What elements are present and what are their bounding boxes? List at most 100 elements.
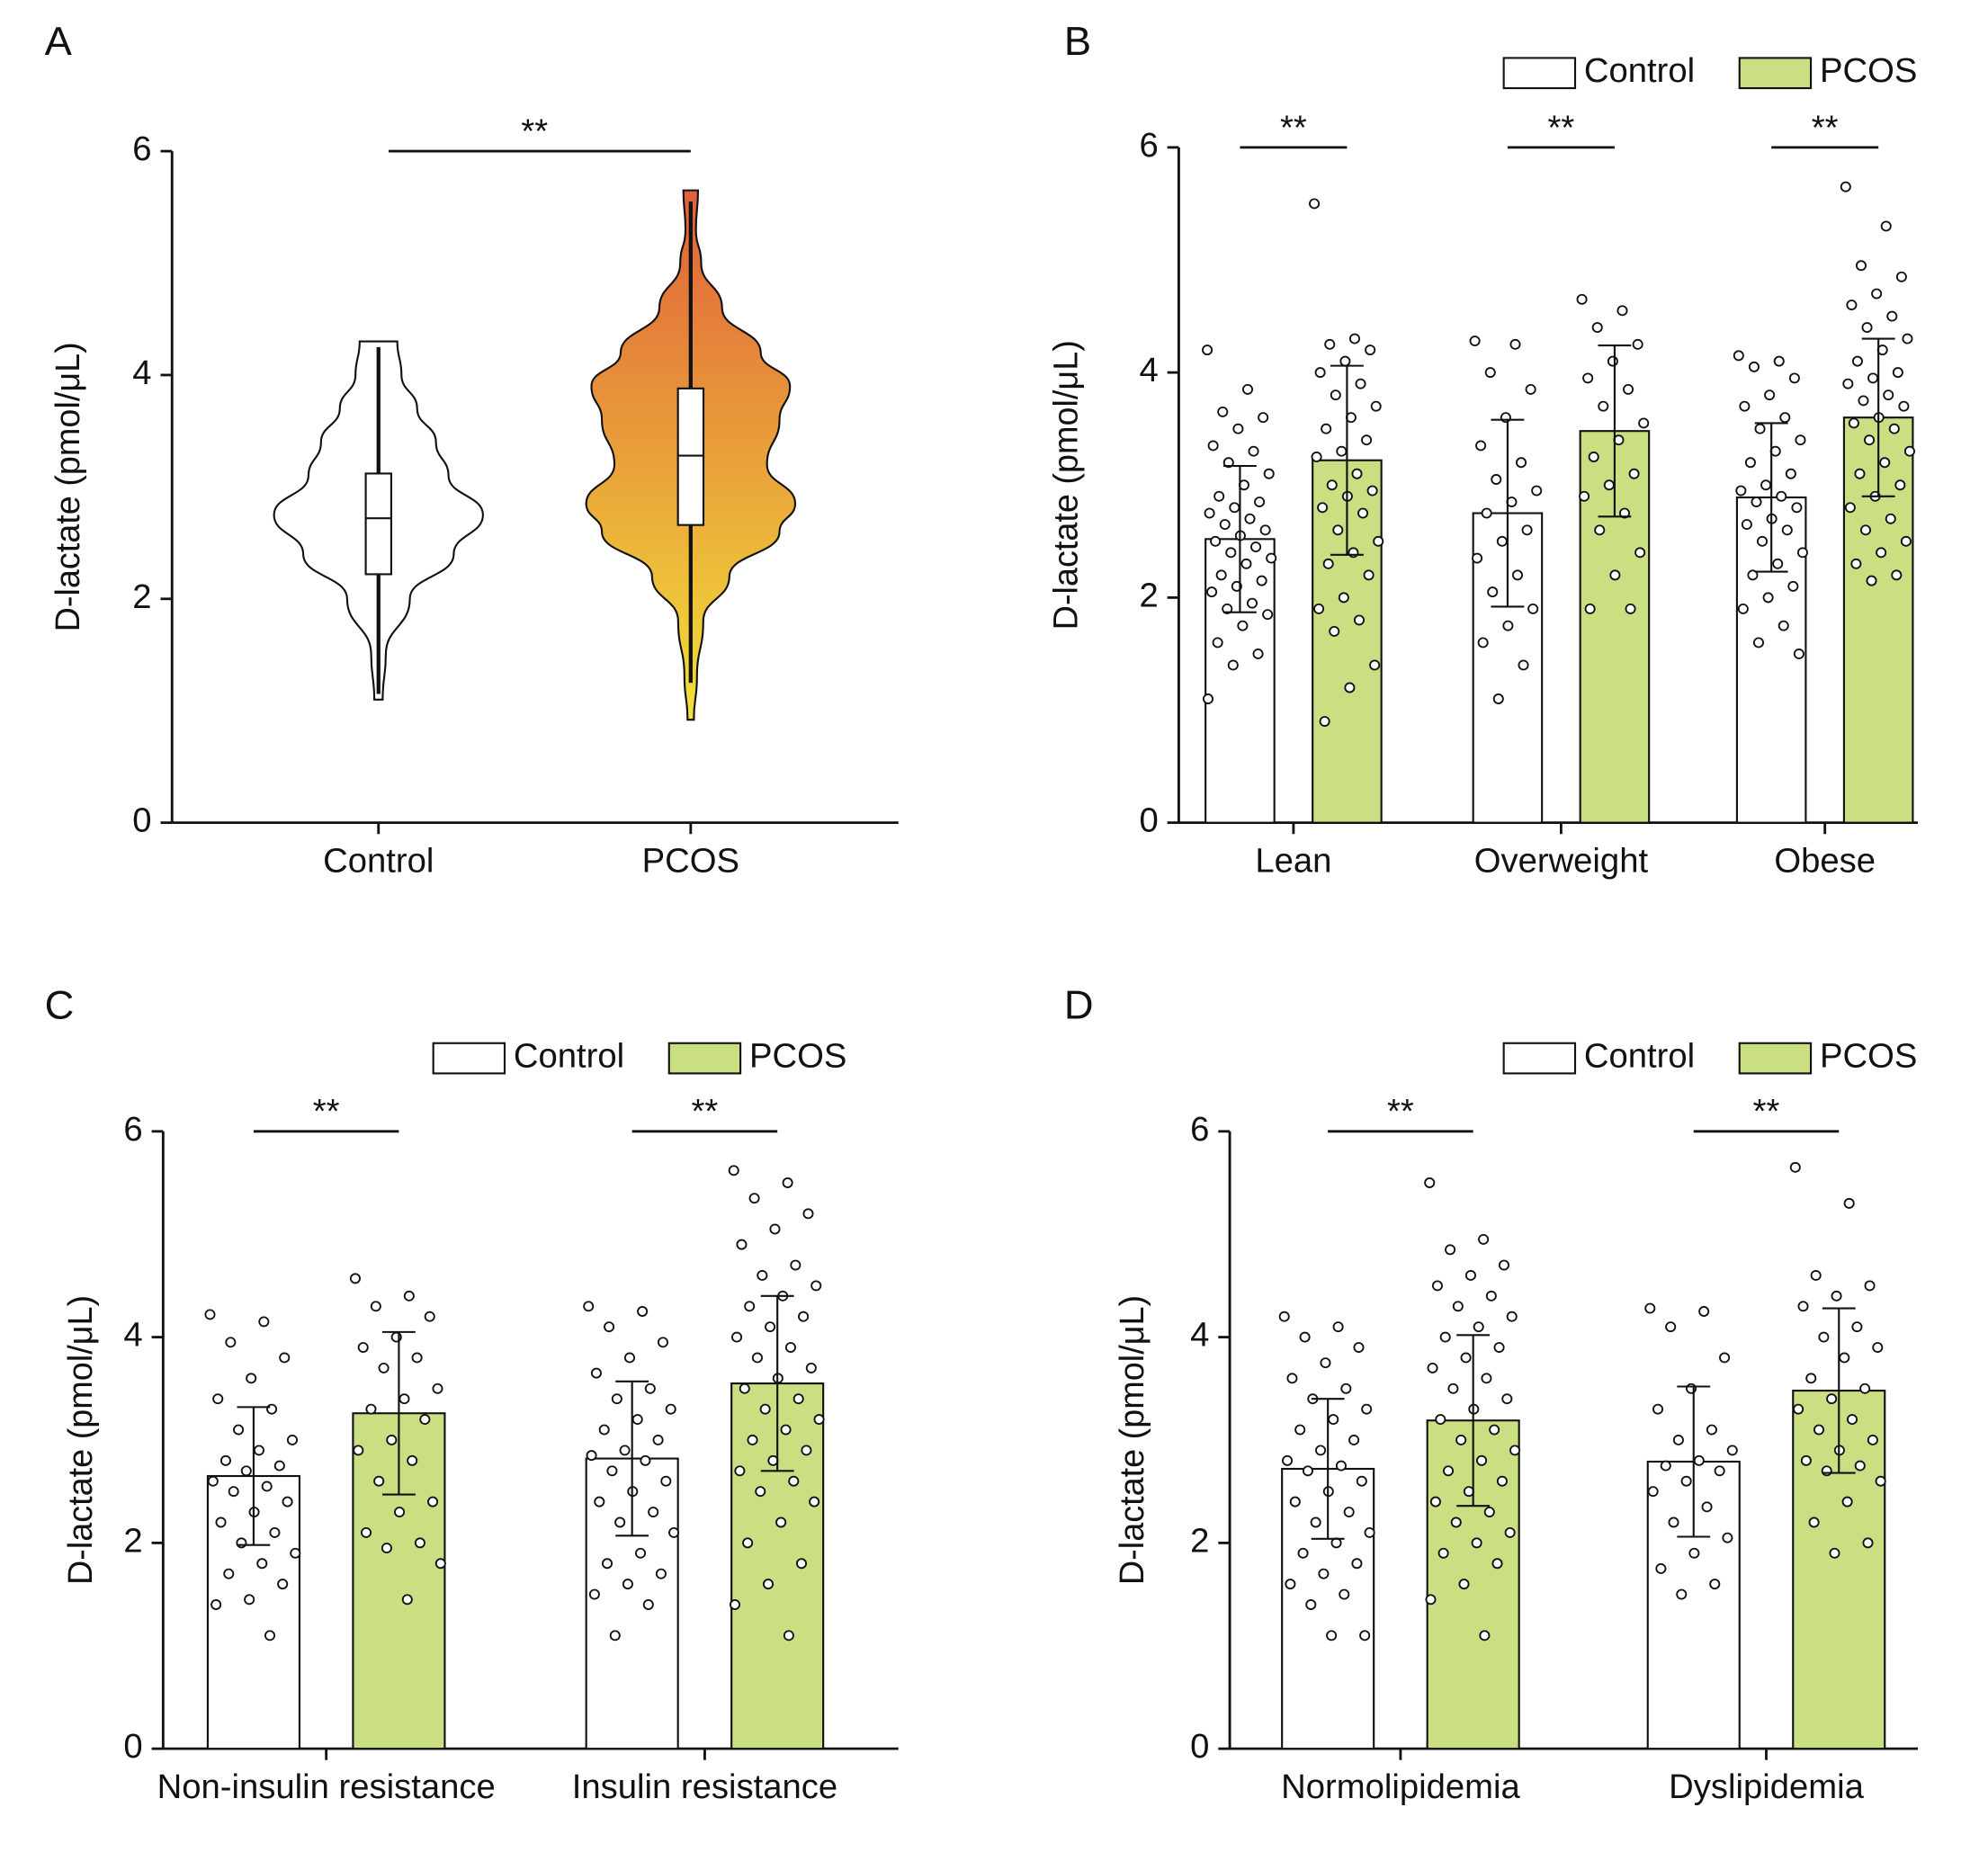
data-point	[784, 1342, 796, 1353]
data-point	[1443, 1465, 1455, 1477]
data-point	[1898, 400, 1910, 412]
y-tick-label: 6	[1190, 1111, 1209, 1149]
legend-swatch	[432, 1042, 506, 1075]
data-point	[1365, 344, 1376, 356]
data-point	[1506, 1311, 1518, 1322]
data-point	[765, 1321, 776, 1333]
data-point	[1747, 569, 1759, 581]
data-point	[1431, 1280, 1443, 1292]
y-axis-label: D-lactate (pmol/μL)	[49, 342, 87, 631]
data-point	[637, 1306, 649, 1317]
data-point	[1762, 592, 1774, 604]
data-point	[1719, 1352, 1731, 1364]
data-point	[1785, 468, 1796, 479]
data-point	[1672, 1435, 1684, 1445]
data-point	[398, 1393, 410, 1405]
data-point	[1773, 355, 1785, 367]
data-point	[1252, 649, 1264, 659]
data-point	[1598, 400, 1609, 412]
data-point	[660, 1475, 672, 1487]
data-point	[1244, 513, 1256, 524]
significance-label: **	[692, 1093, 719, 1131]
data-point	[1854, 468, 1866, 479]
data-point	[1829, 1547, 1840, 1559]
data-point	[266, 1403, 278, 1415]
box	[676, 387, 705, 526]
data-point	[1320, 1357, 1331, 1369]
data-point	[1479, 1630, 1491, 1642]
y-tick-label: 6	[1139, 127, 1158, 165]
data-point	[1891, 569, 1903, 581]
data-point	[1258, 412, 1269, 424]
data-point	[414, 1537, 425, 1549]
data-point	[394, 1507, 406, 1518]
data-point	[1222, 457, 1234, 469]
data-point	[1735, 485, 1747, 497]
data-point	[586, 1450, 597, 1462]
data-point	[1343, 1507, 1355, 1518]
data-point	[1335, 1460, 1347, 1472]
data-point	[1854, 1460, 1866, 1472]
data-point	[588, 1588, 600, 1600]
y-tick-label: 2	[123, 1523, 142, 1561]
data-point	[739, 1382, 750, 1394]
data-point	[1859, 1382, 1871, 1394]
data-point	[1841, 1496, 1853, 1508]
data-point	[1328, 1414, 1339, 1426]
data-point	[403, 1290, 415, 1302]
data-point	[1880, 220, 1892, 232]
data-point	[751, 1352, 763, 1364]
data-point	[1894, 479, 1906, 491]
data-point	[1206, 586, 1218, 598]
data-point	[1348, 333, 1361, 344]
data-point	[1424, 1177, 1436, 1188]
data-point	[1370, 400, 1382, 412]
data-point	[1805, 1373, 1817, 1384]
data-point	[370, 1301, 381, 1312]
data-point	[353, 1445, 364, 1456]
data-point	[1509, 1445, 1521, 1456]
data-point	[1289, 1496, 1301, 1508]
data-point	[648, 1507, 659, 1518]
data-point	[1256, 575, 1267, 586]
data-point	[1227, 659, 1239, 671]
data-point	[1452, 1301, 1464, 1312]
data-point	[1294, 1424, 1306, 1436]
data-point	[731, 1331, 743, 1343]
data-point	[1248, 445, 1259, 457]
data-point	[1212, 637, 1223, 649]
data-point	[642, 1599, 654, 1610]
data-point	[1437, 1547, 1449, 1559]
data-point	[1246, 597, 1258, 609]
data-point	[1866, 575, 1877, 586]
data-point	[1818, 1331, 1830, 1343]
data-point	[809, 1496, 820, 1508]
data-point	[361, 1526, 372, 1538]
data-point	[1875, 1475, 1886, 1487]
data-point	[1511, 569, 1524, 581]
data-point	[1872, 1342, 1884, 1353]
data-point	[269, 1526, 281, 1538]
data-point	[1900, 535, 1912, 547]
data-point	[1336, 445, 1348, 457]
y-tick-label: 2	[1190, 1523, 1209, 1561]
data-point	[1475, 440, 1487, 452]
data-point	[1741, 519, 1752, 531]
y-axis-label: D-lactate (pmol/μL)	[1114, 1295, 1151, 1585]
data-point	[401, 1594, 413, 1606]
data-point	[644, 1382, 656, 1394]
data-point	[1351, 468, 1363, 479]
data-point	[1492, 693, 1504, 704]
data-point	[780, 1424, 792, 1436]
data-point	[1516, 457, 1527, 469]
data-point	[1254, 497, 1266, 507]
data-point	[1772, 558, 1784, 569]
data-point	[1361, 1403, 1373, 1415]
data-point	[223, 1568, 235, 1579]
data-point	[1477, 637, 1489, 649]
data-point	[728, 1165, 739, 1177]
data-point	[1232, 423, 1244, 434]
data-point	[1425, 1594, 1437, 1606]
data-point	[210, 1599, 222, 1610]
x-tick-label: Normolipidemia	[1281, 1768, 1520, 1806]
